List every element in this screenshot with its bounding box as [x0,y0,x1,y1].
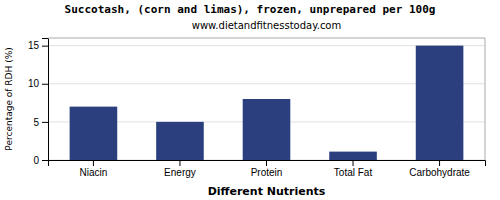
bar [243,99,291,160]
x-tick-mark [439,160,440,166]
x-axis-line [49,161,486,167]
y-tick: 0 [33,155,48,166]
bar [70,107,118,160]
frame-top [48,38,485,39]
x-tick: Protein [251,160,283,178]
title: Succotash, (corn and limas), frozen, unp… [65,3,436,16]
y-tick-label: 15 [28,40,40,51]
x-tick-mark [266,160,267,166]
bars [70,46,464,160]
x-tick-label: Niacin [80,167,108,178]
x-tick-mark [179,160,180,166]
x-tick: Total Fat [334,160,373,178]
bar [416,46,464,160]
x-tick-label: Total Fat [334,167,373,178]
plot: 0 5 10 15 Niacin Energy Protein Total Fat Carboh… [28,38,486,178]
frame-right [485,38,486,160]
x-tick-label: Carbohydrate [409,167,470,178]
y-axis-line [42,39,49,161]
y-tick: 10 [28,78,48,89]
y-tick-label: 10 [28,78,40,89]
x-tick-label: Protein [251,167,283,178]
bar [156,122,204,160]
x-tick: Energy [164,160,196,178]
grid [48,46,485,160]
bar [329,152,377,160]
y-tick-mark [42,160,48,161]
y-tick-label: 5 [33,117,39,128]
x-tick: Carbohydrate [409,160,470,178]
y-axis: 0 5 10 15 [28,39,49,166]
y-tick-mark [42,46,48,47]
x-tick: Niacin [80,160,108,178]
y-tick-mark [42,84,48,85]
x-tick-mark [353,160,354,166]
y-tick-mark [42,122,48,123]
y-tick: 15 [28,40,48,51]
x-axis-title: Different Nutrients [208,185,326,198]
y-tick: 5 [33,117,48,128]
x-tick-mark [93,160,94,166]
y-axis-title: Percentage of RDH (%) [4,47,14,150]
subtitle: www.dietandfitnesstoday.com [192,20,341,31]
x-axis: Niacin Energy Protein Total Fat Carbohydrate [49,160,486,178]
y-tick-label: 0 [33,155,39,166]
chart: Succotash, (corn and limas), frozen, unp… [0,0,500,200]
x-tick-label: Energy [164,167,196,178]
